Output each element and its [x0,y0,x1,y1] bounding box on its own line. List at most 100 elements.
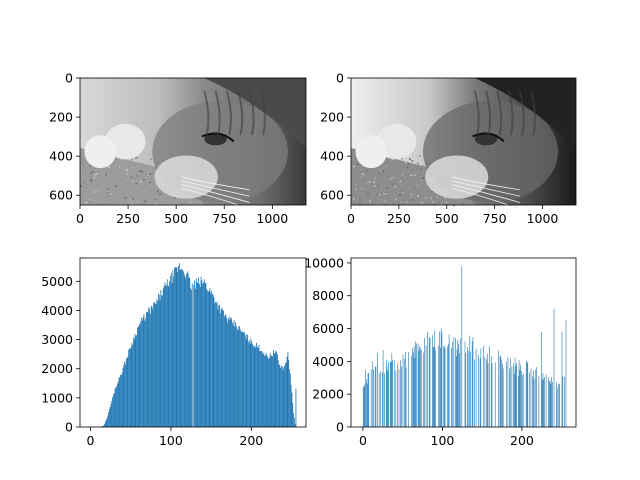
histogram-bar [394,360,395,427]
y-tick-label: 1000 [41,390,73,405]
histogram-bar [117,384,118,427]
histogram-bar [212,294,213,427]
histogram-bar [423,353,424,427]
histogram-bar [148,312,149,427]
histogram-bar [449,334,450,427]
histogram-bar [433,347,434,427]
histogram-bar [412,348,413,427]
histogram-bar [419,346,420,427]
subplot-3: 0 100 200010002000300040005000 [41,258,306,448]
histogram-bar [472,341,473,427]
histogram-bar [160,300,161,427]
histogram-bar [551,377,552,427]
histogram-bar [492,363,493,427]
histogram-bar [260,351,261,427]
x-tick-label: 1000 [527,211,559,226]
histogram-bar [271,356,272,427]
x-tick-label: 100 [159,433,183,448]
histogram-bar [233,325,234,427]
histogram-bar [147,312,148,427]
histogram-bar [249,340,250,427]
histogram-bar [193,285,194,427]
histogram-bar [142,321,143,427]
histogram-bar [474,360,475,427]
histogram-bar [127,357,128,427]
histogram-bar [203,282,204,427]
histogram-bar [290,374,291,427]
histogram-bar [366,379,367,427]
histogram-bar [442,332,443,427]
histogram-bar [284,366,285,427]
histogram-bar [202,284,203,427]
histogram-bar [201,280,202,427]
histogram-bar [232,322,233,427]
histogram-bar [363,387,364,427]
histogram-bar [205,283,206,427]
histogram-bar [204,279,205,427]
histogram-bar [214,303,215,427]
y-tick-label: 2000 [312,387,344,402]
histogram-bar [191,290,192,427]
histogram-bar [112,397,113,427]
histogram-bar [238,330,239,427]
histogram-bar [277,354,278,427]
histogram-bar [181,269,182,427]
histogram-bar [254,347,255,427]
histogram-bar [157,301,158,427]
histogram-bar [285,363,286,427]
histogram-bar [295,424,296,427]
histogram-bar [421,350,422,427]
histogram-bar [140,324,141,427]
histogram-bar [375,367,376,427]
histogram-bar [220,313,221,427]
histogram-bar [208,292,209,427]
histogram-bar [182,270,183,427]
histogram-bar [518,376,519,427]
histogram-bar [401,366,402,427]
histogram-bar [172,283,173,427]
histogram-bar [127,358,128,427]
histogram-bar [155,304,156,427]
x-tick-label: 200 [510,433,534,448]
histogram-bar [548,378,549,427]
histogram-bar [384,374,385,427]
histogram-bar [279,365,280,427]
histogram-bar [108,412,109,427]
histogram-bar [224,316,225,427]
histogram-bar [119,377,120,427]
histogram-bar [263,354,264,427]
histogram-bar [238,326,239,427]
histogram-bar [133,338,134,427]
y-tick-label: 10000 [304,255,344,270]
histogram-bar [244,332,245,427]
y-tick-label: 400 [49,149,73,164]
histogram-bar [515,358,516,427]
histogram-bar [177,272,178,427]
histogram-bar [223,311,224,427]
histogram-bar [551,384,552,427]
histogram-bar [267,356,268,427]
histogram-bar [107,418,108,427]
histogram-bar [294,418,295,427]
histogram-bar [287,357,288,427]
histogram-bar [109,409,110,427]
histogram-bar [184,274,185,427]
histogram-bar [156,304,157,427]
x-tick-label: 0 [347,211,355,226]
histogram-bar [365,370,366,427]
histogram-bar [140,322,141,427]
histogram-bar [218,305,219,427]
histogram-bar [234,320,235,427]
histogram-bar [161,295,162,427]
histogram-bar [512,367,513,427]
histogram-bar [110,407,111,427]
y-tick-label: 8000 [312,288,344,303]
histogram-bar [387,367,388,427]
histogram-bar [167,279,168,427]
histogram-bar [443,346,444,427]
histogram-bar [485,357,486,427]
histogram-bar [516,363,517,427]
histogram-bar [534,379,535,427]
histogram-bar [159,295,160,427]
